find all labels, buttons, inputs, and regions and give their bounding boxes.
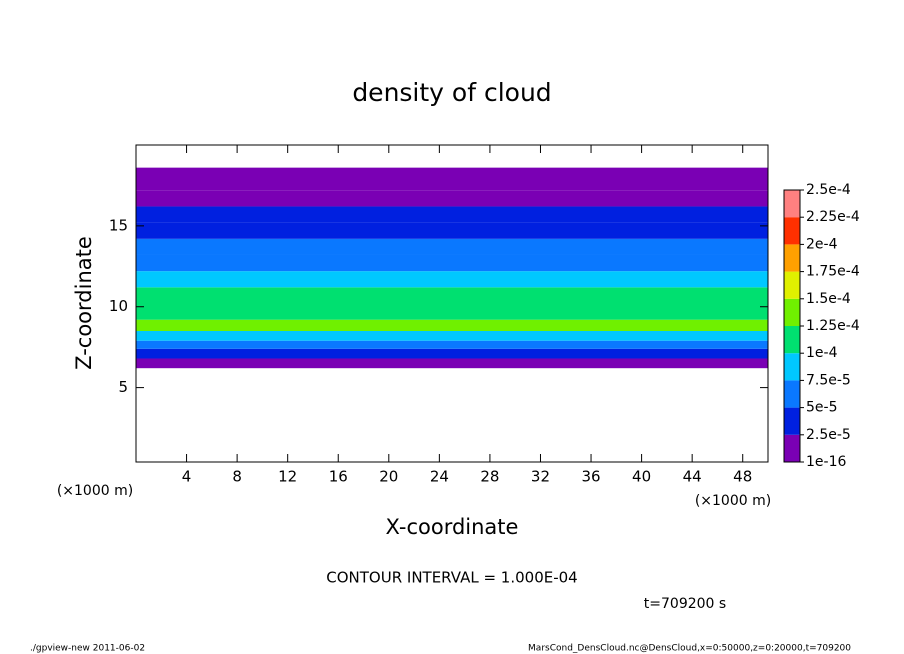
density-band: [136, 330, 768, 341]
chart-title: density of cloud: [352, 78, 551, 107]
time-text: t=709200 s: [644, 596, 726, 612]
colorbar-label: 1e-4: [806, 345, 838, 361]
y-tick-label: 10: [109, 297, 128, 315]
density-band: [136, 222, 768, 239]
x-tick-label: 8: [232, 468, 242, 486]
density-band: [136, 190, 768, 207]
colorbar-box: [784, 217, 800, 245]
contour-text: CONTOUR INTERVAL = 1.000E-04: [326, 569, 577, 587]
density-band: [136, 167, 768, 191]
density-band: [136, 254, 768, 272]
colorbar-label: 1e-16: [806, 454, 846, 470]
x-tick-label: 24: [430, 468, 449, 486]
density-band: [136, 340, 768, 349]
x-tick-label: 44: [683, 468, 702, 486]
y-axis-label: Z-coordinate: [72, 236, 96, 370]
colorbar-box: [784, 407, 800, 435]
colorbar-label: 7.5e-5: [806, 372, 851, 388]
colorbar-label: 2.25e-4: [806, 209, 860, 225]
footer-left: ./gpview-new 2011-06-02: [30, 644, 145, 654]
colorbar-label: 2e-4: [806, 236, 838, 252]
density-band: [136, 206, 768, 223]
x-unit-label: (×1000 m): [695, 493, 771, 509]
y-tick-label: 15: [109, 216, 128, 234]
density-band: [136, 358, 768, 369]
plot-frame: [135, 144, 769, 463]
colorbar-box: [784, 380, 800, 408]
x-axis-label: X-coordinate: [386, 515, 519, 539]
colorbar-box: [784, 271, 800, 299]
colorbar-label: 1.75e-4: [806, 264, 860, 280]
colorbar-label: 2.5e-5: [806, 427, 851, 443]
colorbar-label: 1.5e-4: [806, 291, 851, 307]
colorbar-box: [784, 190, 800, 218]
density-band: [136, 319, 768, 331]
x-tick-label: 28: [480, 468, 499, 486]
x-unit-label: (×1000 m): [57, 483, 133, 499]
footer-right: MarsCond_DensCloud.nc@DensCloud,x=0:5000…: [528, 644, 851, 654]
colorbar-box: [784, 353, 800, 381]
x-tick-label: 12: [278, 468, 297, 486]
colorbar-box: [784, 244, 800, 272]
density-band: [136, 238, 768, 255]
colorbar-label: 2.5e-4: [806, 182, 851, 198]
x-tick-label: 32: [531, 468, 550, 486]
x-tick-label: 16: [329, 468, 348, 486]
x-tick-label: 4: [182, 468, 192, 486]
x-tick-label: 48: [733, 468, 752, 486]
density-band: [136, 271, 768, 288]
colorbar-box: [784, 298, 800, 326]
x-tick-label: 20: [379, 468, 398, 486]
density-band: [136, 287, 768, 320]
x-tick-label: 36: [581, 468, 600, 486]
x-tick-label: 40: [632, 468, 651, 486]
colorbar-box: [784, 434, 800, 462]
density-band: [136, 348, 768, 359]
y-tick-label: 5: [118, 378, 128, 396]
colorbar-label: 5e-5: [806, 400, 837, 416]
colorbar-box: [784, 326, 800, 354]
colorbar-label: 1.25e-4: [806, 318, 860, 334]
